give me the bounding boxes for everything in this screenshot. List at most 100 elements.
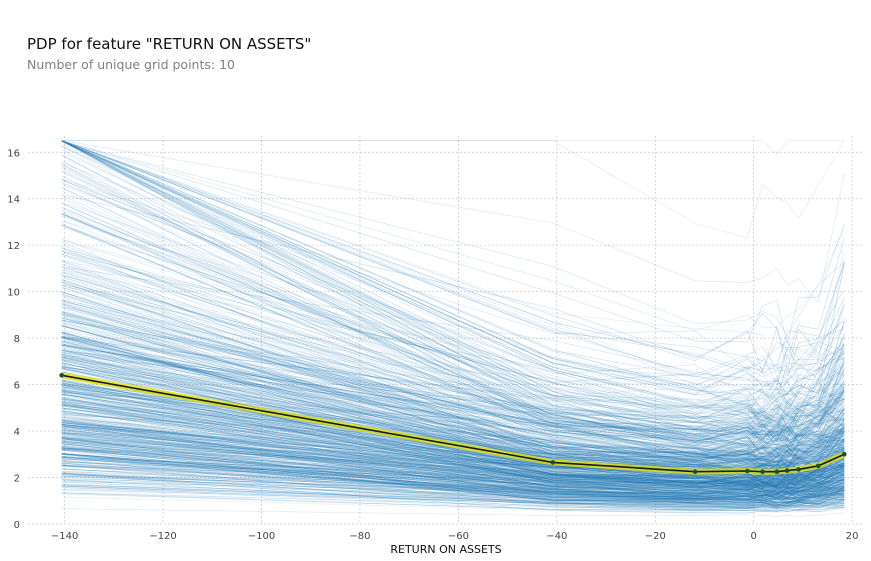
ice-line: [61, 372, 845, 492]
ice-line: [61, 146, 845, 404]
x-tick-label: −120: [149, 531, 176, 542]
pdp-point: [59, 373, 64, 378]
ice-line: [61, 420, 845, 496]
ice-line: [61, 390, 845, 485]
ice-line: [61, 378, 845, 489]
ice-line: [61, 462, 845, 500]
ice-line: [61, 397, 845, 495]
ice-line: [61, 403, 845, 473]
ice-line: [61, 414, 845, 471]
ice-line: [61, 456, 845, 496]
ice-line: [61, 444, 845, 503]
ice-line: [61, 362, 845, 485]
ice-line: [61, 359, 845, 480]
ice-line: [61, 450, 845, 495]
ice-line: [61, 397, 845, 490]
ice-line: [61, 437, 845, 488]
ice-line: [61, 401, 845, 470]
ice-line: [61, 484, 845, 509]
ice-line: [61, 317, 845, 467]
ice-line: [61, 393, 845, 486]
ice-line: [61, 425, 845, 487]
ice-line: [61, 419, 845, 491]
ice-line: [61, 384, 845, 465]
ice-line: [61, 291, 845, 463]
ice-line: [61, 486, 845, 508]
y-tick-label: 8: [14, 334, 20, 345]
ice-line: [61, 418, 845, 496]
ice-line: [61, 212, 845, 436]
ice-line: [61, 140, 845, 156]
ice-line: [61, 352, 845, 454]
ice-line: [61, 425, 845, 499]
ice-line: [61, 419, 845, 487]
ice-line: [61, 508, 845, 517]
ice-line: [61, 453, 845, 492]
ice-line: [61, 426, 845, 495]
ice-line: [61, 171, 845, 439]
ice-line: [61, 465, 845, 502]
ice-line: [61, 212, 845, 438]
ice-line: [61, 259, 845, 410]
ice-line: [61, 213, 845, 455]
ice-line: [61, 281, 845, 467]
ice-line: [61, 210, 845, 432]
ice-line: [61, 244, 845, 450]
ice-line: [61, 347, 845, 481]
ice-line: [61, 446, 845, 505]
ice-line: [61, 420, 845, 495]
ice-line: [61, 367, 845, 469]
ice-line: [61, 274, 845, 444]
ice-line: [61, 457, 845, 500]
ice-line: [61, 419, 845, 475]
ice-line: [61, 364, 845, 447]
ice-line: [61, 273, 845, 441]
pdp-point: [815, 463, 821, 469]
ice-line: [61, 404, 845, 485]
ice-line: [61, 453, 845, 496]
ice-line: [61, 163, 845, 442]
ice-line: [61, 253, 845, 402]
ice-line: [61, 386, 845, 489]
y-tick-label: 6: [14, 381, 20, 392]
ice-line: [61, 348, 845, 459]
ice-line: [61, 344, 845, 442]
ice-line: [61, 468, 845, 501]
ice-line: [61, 297, 845, 466]
ice-line: [61, 381, 845, 490]
ice-line: [61, 374, 845, 486]
ice-line: [61, 424, 845, 500]
ice-line: [61, 140, 845, 421]
ice-line: [61, 266, 845, 453]
ice-line: [61, 414, 845, 500]
ice-line: [61, 425, 845, 490]
ice-line: [61, 418, 845, 479]
ice-line: [61, 462, 845, 507]
ice-line: [61, 456, 845, 499]
ice-line: [61, 434, 845, 498]
ice-line: [61, 448, 845, 498]
ice-line: [61, 390, 845, 472]
ice-line: [61, 474, 845, 501]
ice-line: [61, 391, 845, 466]
ice-line: [61, 313, 845, 458]
ice-line: [61, 409, 845, 492]
ice-line: [61, 436, 845, 502]
ice-line: [61, 359, 845, 486]
ice-line: [61, 403, 845, 497]
ice-line: [61, 382, 845, 486]
ice-line: [61, 386, 845, 469]
ice-line: [61, 367, 845, 443]
ice-line: [61, 461, 845, 496]
ice-line: [61, 325, 845, 476]
ice-line: [61, 337, 845, 471]
tick-labels-layer: 0 2 4 6 8 10 12 14 16 −140 −120 −100 −80 −60 −40 −20 0 20: [7, 148, 858, 542]
ice-line: [61, 438, 845, 503]
ice-line: [61, 420, 845, 490]
ice-line: [61, 458, 845, 494]
pdp-layer: [59, 372, 847, 475]
ice-line: [61, 485, 845, 504]
y-tick-label: 12: [7, 241, 20, 252]
ice-line: [61, 386, 845, 463]
